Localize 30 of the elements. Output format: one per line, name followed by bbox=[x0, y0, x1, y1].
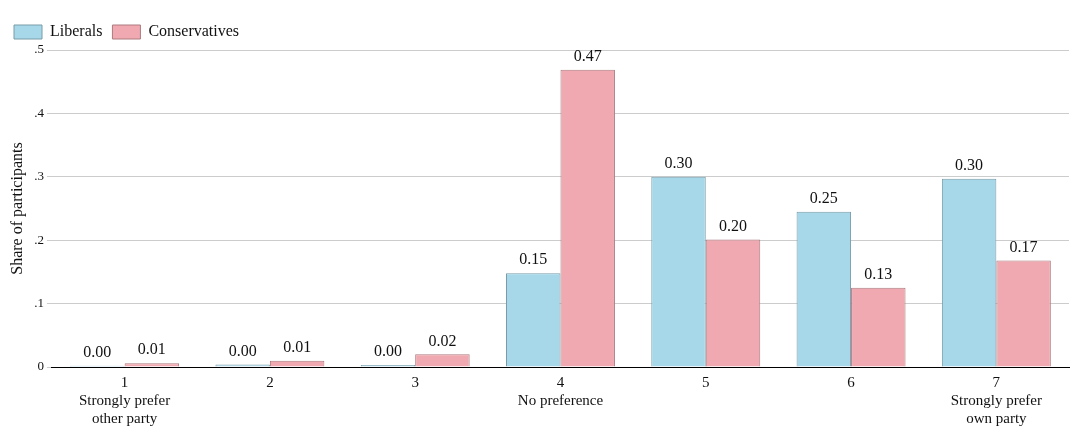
data-label: 0.30 bbox=[664, 154, 693, 171]
legend-label: Liberals bbox=[50, 22, 103, 40]
x-tick-label: 6 bbox=[847, 373, 856, 390]
data-label: 0.13 bbox=[864, 264, 893, 282]
data-label: 0.00 bbox=[83, 342, 112, 360]
data-label: 0.25 bbox=[809, 188, 838, 206]
data-label: 0.17 bbox=[1009, 237, 1038, 255]
x-tick-label: 3 bbox=[411, 373, 419, 390]
y-tick-label: .2 bbox=[34, 231, 44, 247]
data-label: 0.02 bbox=[428, 331, 457, 349]
data-label: 0.01 bbox=[137, 340, 166, 358]
y-tick-label: 0 bbox=[37, 358, 44, 374]
x-tick-label: 1 Strongly prefer other party bbox=[78, 373, 171, 426]
x-tick-label: 2 bbox=[266, 373, 274, 390]
y-tick-label: .3 bbox=[34, 168, 44, 184]
data-label: 0.00 bbox=[228, 341, 257, 359]
y-tick-label: .4 bbox=[34, 104, 45, 120]
data-label: 0.20 bbox=[719, 216, 748, 234]
data-label: 0.00 bbox=[373, 342, 402, 360]
x-tick-label: 4 No preference bbox=[517, 373, 604, 408]
y-axis-title: Share of participants bbox=[7, 142, 26, 275]
x-tick-label: 5 bbox=[702, 373, 710, 390]
y-tick-label: .1 bbox=[34, 295, 44, 311]
x-tick-label: 7 Strongly prefer own party bbox=[950, 373, 1042, 426]
data-label: 0.01 bbox=[283, 337, 312, 355]
legend-label: Conservatives bbox=[148, 22, 240, 40]
data-label: 0.47 bbox=[573, 46, 602, 64]
data-label: 0.15 bbox=[519, 250, 548, 268]
data-label: 0.30 bbox=[955, 155, 984, 173]
y-tick-label: .5 bbox=[34, 41, 44, 57]
